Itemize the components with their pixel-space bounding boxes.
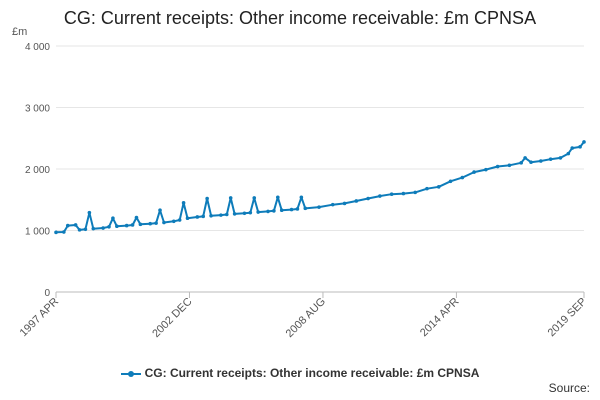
data-point xyxy=(219,213,223,217)
y-tick-label: 3 000 xyxy=(25,104,50,115)
data-point xyxy=(295,207,300,211)
data-point xyxy=(570,146,575,150)
data-point xyxy=(460,175,465,180)
data-point xyxy=(256,210,260,214)
data-point xyxy=(495,164,500,169)
data-point xyxy=(181,201,186,205)
data-point xyxy=(275,195,280,200)
data-point xyxy=(115,224,119,228)
data-point xyxy=(303,206,308,211)
data-point xyxy=(130,223,135,227)
data-point xyxy=(205,196,209,201)
data-point xyxy=(289,207,294,212)
data-point xyxy=(134,215,139,220)
data-point xyxy=(523,156,527,160)
legend-swatch xyxy=(120,369,141,379)
data-point xyxy=(228,196,233,200)
data-point xyxy=(272,209,276,213)
data-point xyxy=(529,160,533,165)
data-point xyxy=(65,223,70,228)
data-point xyxy=(266,209,270,214)
data-point xyxy=(472,170,476,174)
data-point xyxy=(62,230,66,234)
data-point xyxy=(195,215,200,219)
data-point xyxy=(378,194,382,198)
data-point xyxy=(232,212,237,216)
data-point xyxy=(162,220,166,225)
data-point xyxy=(158,208,162,213)
gridlines xyxy=(56,45,584,231)
data-point xyxy=(330,202,335,207)
series-markers xyxy=(54,140,586,235)
x-tick-label: 1997 APR xyxy=(18,296,62,340)
data-point xyxy=(177,218,182,222)
data-point xyxy=(101,226,105,230)
data-point xyxy=(389,192,394,197)
data-point xyxy=(425,186,429,191)
data-point xyxy=(539,159,543,163)
data-point xyxy=(342,201,347,206)
data-point xyxy=(83,227,88,232)
data-point xyxy=(582,140,586,144)
data-point xyxy=(171,219,176,224)
data-point xyxy=(558,156,563,160)
data-point xyxy=(77,228,82,232)
data-point xyxy=(366,196,370,201)
source-label: Source: xyxy=(548,381,590,395)
y-axis-unit-label: £m xyxy=(12,26,27,38)
data-point xyxy=(154,221,158,225)
legend[interactable]: CG: Current receipts: Other income recei… xyxy=(0,366,600,380)
data-point xyxy=(138,222,143,227)
data-point xyxy=(91,226,96,231)
chart-title: CG: Current receipts: Other income recei… xyxy=(63,8,537,28)
data-point xyxy=(148,221,153,226)
data-point xyxy=(413,190,417,195)
x-tick-label: 2019 SEP xyxy=(546,296,590,340)
data-point xyxy=(401,191,406,196)
data-point xyxy=(317,205,321,209)
y-tick-label: 4 000 xyxy=(25,42,50,53)
x-axis-ticks: 1997 APR 2002 DEC 2008 AUG 2014 APR 2019 SEP xyxy=(18,292,590,340)
data-point xyxy=(436,185,441,189)
data-point xyxy=(185,216,190,220)
x-tick-label: 2008 AUG xyxy=(284,296,328,340)
data-point xyxy=(548,157,553,161)
data-point xyxy=(578,145,582,149)
data-point xyxy=(87,210,92,215)
y-axis-ticks: 0 1 000 2 000 3 000 4 000 xyxy=(25,42,50,299)
data-point xyxy=(107,225,111,229)
data-point xyxy=(252,196,257,200)
data-point xyxy=(242,211,247,216)
y-tick-label: 1 000 xyxy=(25,227,50,238)
data-point xyxy=(299,195,304,200)
y-tick-label: 0 xyxy=(44,288,50,299)
data-point xyxy=(448,179,453,184)
data-point xyxy=(354,199,359,203)
data-point xyxy=(111,216,115,220)
data-point xyxy=(54,230,58,235)
data-point xyxy=(124,223,129,228)
legend-label: CG: Current receipts: Other income recei… xyxy=(144,366,480,380)
data-point xyxy=(73,223,78,227)
x-tick-label: 2002 DEC xyxy=(150,296,194,340)
data-point xyxy=(566,151,571,156)
data-point xyxy=(224,212,229,217)
data-point xyxy=(507,163,512,168)
data-point xyxy=(519,161,523,165)
data-point xyxy=(279,208,284,213)
x-tick-label: 2014 APR xyxy=(418,296,462,340)
data-point xyxy=(201,214,206,219)
data-point xyxy=(209,213,213,218)
y-tick-label: 2 000 xyxy=(25,165,50,176)
data-point xyxy=(484,167,488,172)
data-point xyxy=(248,210,253,215)
